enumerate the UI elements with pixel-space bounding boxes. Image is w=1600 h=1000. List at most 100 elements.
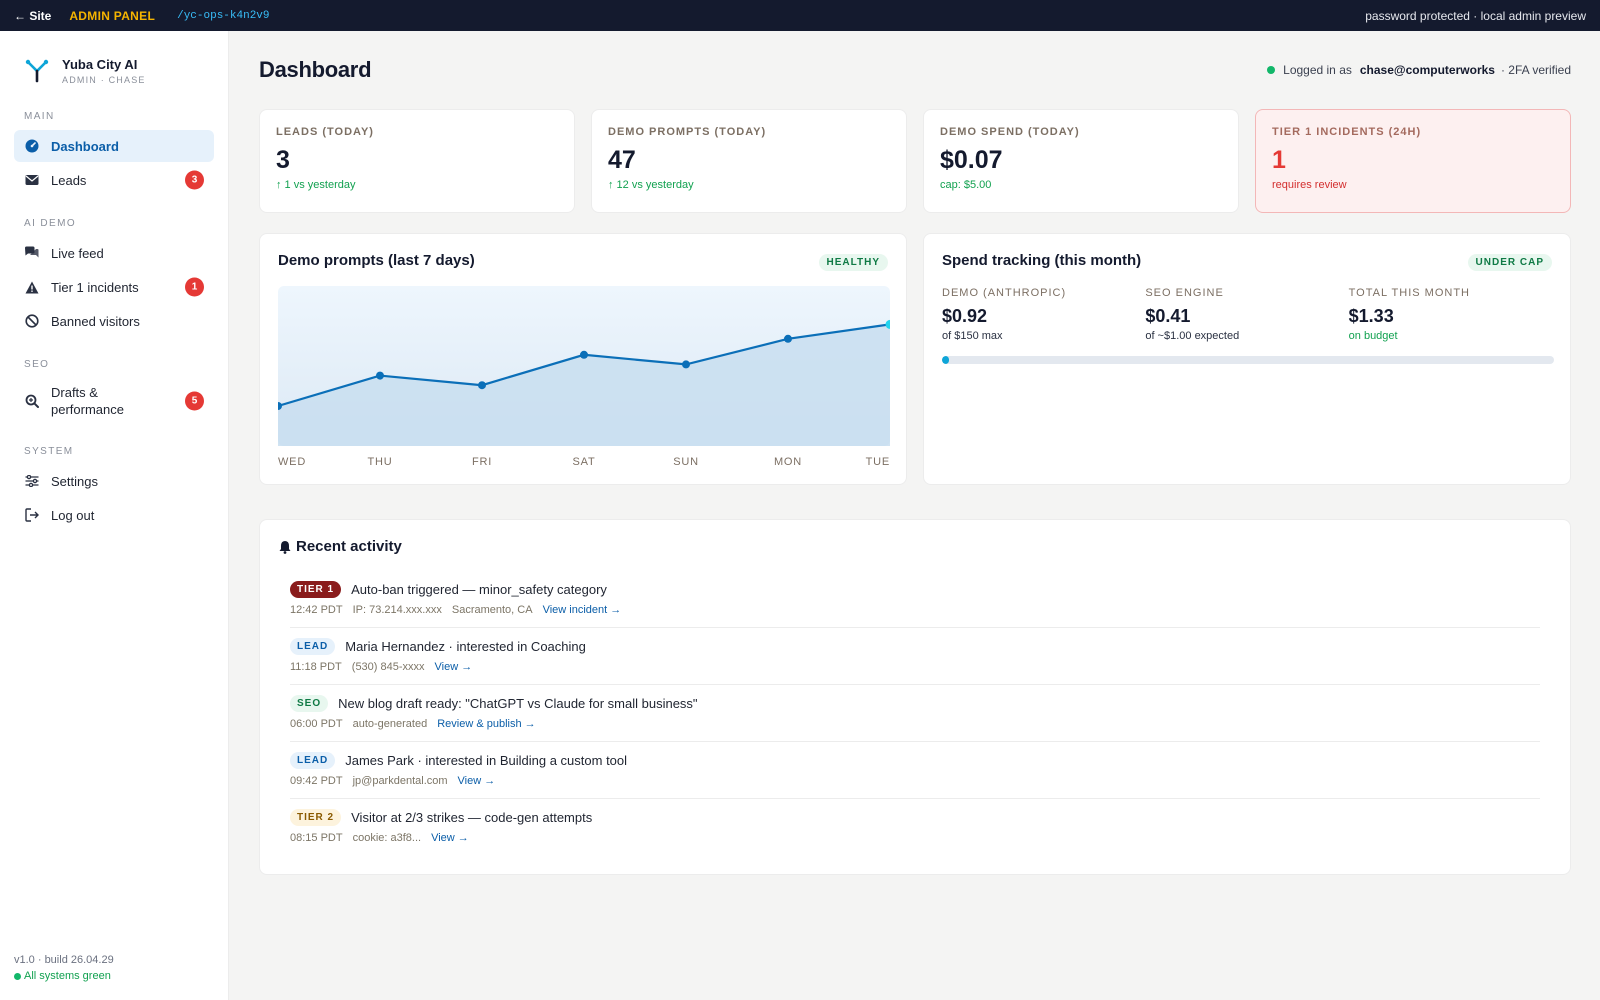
stat-sub: ↑ 1 vs yesterday: [276, 179, 356, 191]
activity-meta: IP: 73.214.xxx.xxx: [352, 604, 442, 616]
logged-in-user[interactable]: chase@computerworks: [1359, 63, 1495, 77]
chart-point-fri: [478, 381, 486, 390]
search-doc-icon: [24, 393, 40, 409]
nav-section-seo: SEO: [24, 359, 50, 370]
spend-col-demo: DEMO (ANTHROPIC) $0.92 of $150 max: [942, 287, 1145, 342]
activity-time: 08:15 PDT: [290, 832, 343, 844]
stat-card-tier1-incidents[interactable]: TIER 1 INCIDENTS (24H) 1 requires review: [1255, 109, 1571, 213]
spend-col-seo: SEO ENGINE $0.41 of ~$1.00 expected: [1145, 287, 1348, 342]
stat-card-demo-prompts[interactable]: DEMO PROMPTS (TODAY) 47 ↑ 12 vs yesterda…: [591, 109, 907, 213]
chart-status-badge: HEALTHY: [818, 254, 888, 271]
drafts-count-badge: 5: [185, 391, 204, 411]
ban-icon: [24, 313, 40, 329]
charts-row: Demo prompts (last 7 days) HEALTHY WED TH…: [259, 233, 1571, 485]
sidebar-item-label: Log out: [51, 507, 95, 523]
chart-point-mon: [784, 334, 792, 343]
sidebar-item-dashboard[interactable]: Dashboard: [14, 130, 214, 162]
activity-text: Maria Hernandez · interested in Coaching: [345, 639, 586, 654]
sidebar-item-label: performance: [51, 402, 124, 417]
sidebar-item-label: Dashboard: [51, 138, 119, 154]
activity-item: LEAD Maria Hernandez · interested in Coac…: [290, 628, 1540, 685]
chat-icon: [24, 245, 40, 261]
activity-time: 12:42 PDT: [290, 604, 343, 616]
spend-value: $1.33: [1348, 306, 1394, 326]
x-tick-label: SAT: [572, 456, 596, 468]
chart-point-sat: [580, 350, 588, 359]
nav-section-system: SYSTEM: [24, 446, 74, 457]
top-bar-status: password protected · local admin preview: [1365, 8, 1586, 23]
stat-card-demo-spend[interactable]: DEMO SPEND (TODAY) $0.07 cap: $5.00: [923, 109, 1239, 213]
spend-label: TOTAL THIS MONTH: [1348, 287, 1470, 299]
chart-title: Demo prompts (last 7 days): [278, 252, 475, 269]
sidebar-item-settings[interactable]: Settings: [14, 465, 214, 497]
activity-item: LEAD James Park · interested in Building …: [290, 742, 1540, 799]
sidebar-item-drafts-performance[interactable]: Drafts & performance 5: [14, 378, 214, 424]
sidebar-item-live-feed[interactable]: Live feed: [14, 237, 214, 269]
login-info: Logged in as chase@computerworks · 2FA v…: [1267, 63, 1571, 77]
spend-sub: of $150 max: [942, 330, 1003, 342]
spend-label: SEO ENGINE: [1145, 287, 1224, 299]
brand-name: Yuba City AI: [62, 57, 138, 72]
activity-header: Recent activity: [278, 538, 1552, 555]
activity-tag: LEAD: [290, 752, 336, 769]
back-to-site-link[interactable]: ← Site: [14, 8, 52, 23]
tier1-count-badge: 1: [185, 277, 204, 297]
nav-section-ai-demo: AI DEMO: [24, 218, 77, 229]
stat-label: DEMO SPEND (TODAY): [940, 126, 1080, 138]
activity-link[interactable]: View →: [457, 775, 496, 787]
sidebar-item-leads[interactable]: Leads 3: [14, 164, 214, 196]
stat-value: 1: [1272, 146, 1286, 174]
activity-link[interactable]: View →: [434, 661, 473, 673]
activity-meta: auto-generated: [352, 718, 428, 730]
activity-tag: LEAD: [290, 638, 336, 655]
stat-sub: ↑ 12 vs yesterday: [608, 179, 694, 191]
brand-sub: ADMIN · CHASE: [62, 75, 146, 85]
sidebar-item-label: Settings: [51, 473, 98, 489]
activity-text: James Park · interested in Building a cu…: [345, 753, 628, 768]
x-tick-label: FRI: [471, 456, 493, 468]
sidebar: Yuba City AI ADMIN · CHASE MAIN Dashboar…: [0, 31, 229, 1000]
online-dot-icon: [1267, 66, 1276, 74]
chart-point-sun: [682, 360, 690, 369]
chart-point-tue: [885, 319, 890, 329]
spend-progress-fill: [942, 356, 949, 364]
dashboard-icon: [24, 138, 40, 154]
sidebar-item-tier1-incidents[interactable]: Tier 1 incidents 1: [14, 271, 214, 303]
x-tick-label: SUN: [673, 456, 699, 468]
admin-panel-label: ADMIN PANEL: [69, 8, 156, 23]
chart-x-axis: WED THU FRI SAT SUN MON TUE: [278, 456, 890, 470]
activity-item: SEO New blog draft ready: "ChatGPT vs Cla…: [290, 685, 1540, 742]
activity-item: TIER 2 Visitor at 2/3 strikes — code-gen …: [290, 799, 1540, 856]
spend-progress-bar: [942, 356, 1554, 364]
activity-tag: TIER 2: [290, 809, 342, 826]
spend-label: DEMO (ANTHROPIC): [942, 287, 1067, 299]
spend-sub: of ~$1.00 expected: [1145, 330, 1240, 342]
chart-area-fill: [278, 324, 890, 446]
chart-point-wed: [278, 402, 282, 410]
activity-link[interactable]: View →: [431, 832, 469, 844]
sidebar-item-banned-visitors[interactable]: Banned visitors: [14, 305, 214, 337]
spend-col-total: TOTAL THIS MONTH $1.33 on budget: [1349, 287, 1552, 342]
activity-link[interactable]: Review & publish →: [437, 718, 536, 730]
status-dot-icon: [14, 972, 21, 980]
systems-status: All systems green: [24, 970, 111, 982]
twofa-status: · 2FA verified: [1500, 63, 1571, 77]
brand[interactable]: Yuba City AI ADMIN · CHASE: [0, 31, 228, 89]
activity-tag: SEO: [290, 695, 329, 712]
top-bar: ← Site ADMIN PANEL /yc-ops-k4n2v9 passwo…: [0, 0, 1600, 31]
spend-title: Spend tracking (this month): [942, 252, 1142, 269]
leads-count-badge: 3: [185, 170, 204, 190]
brand-logo-icon: [25, 59, 49, 83]
spend-tracking-card: Spend tracking (this month) UNDER CAP DE…: [923, 233, 1571, 485]
stat-sub: requires review: [1272, 179, 1347, 191]
activity-time: 09:42 PDT: [290, 775, 343, 787]
stat-card-leads[interactable]: LEADS (TODAY) 3 ↑ 1 vs yesterday: [259, 109, 575, 213]
chart-point-thu: [376, 371, 384, 380]
x-tick-label: WED: [278, 456, 307, 468]
x-tick-label: THU: [367, 456, 393, 468]
sidebar-item-log-out[interactable]: Log out: [14, 499, 214, 531]
activity-time: 11:18 PDT: [290, 661, 342, 673]
logged-in-prefix: Logged in as: [1283, 63, 1352, 77]
stat-sub: cap: $5.00: [940, 179, 992, 191]
activity-link[interactable]: View incident →: [542, 604, 622, 616]
